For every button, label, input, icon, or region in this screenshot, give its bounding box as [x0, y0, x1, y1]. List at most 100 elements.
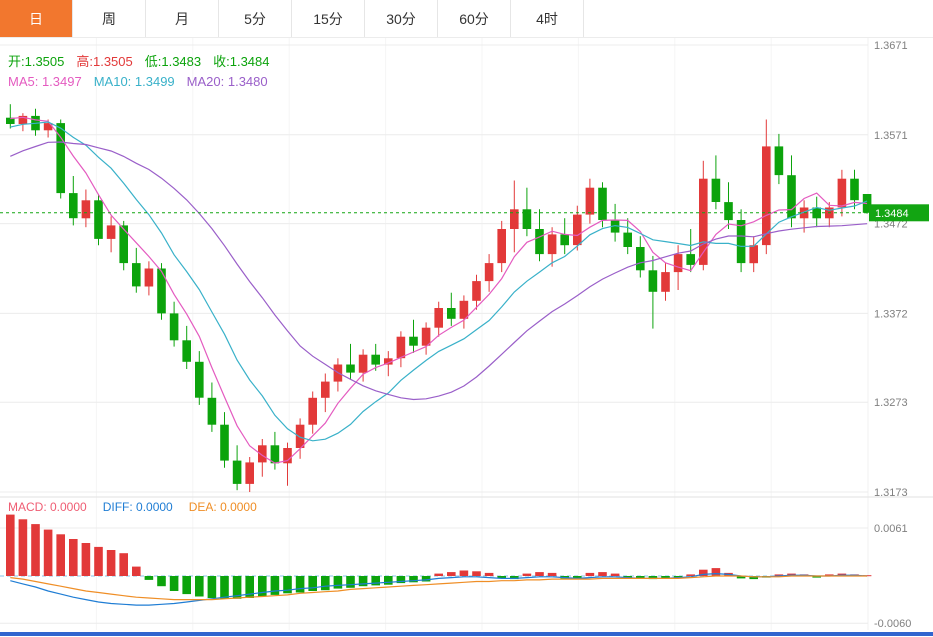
macd-bar — [699, 569, 708, 576]
candle-body — [81, 200, 91, 219]
macd-bar — [144, 576, 154, 580]
candle-body — [169, 313, 179, 341]
macd-bar — [484, 572, 494, 576]
ma5-line — [10, 116, 868, 464]
ma10-line — [10, 121, 868, 442]
candle-body — [522, 209, 532, 229]
candle-body — [308, 397, 317, 425]
candle-body — [43, 123, 53, 131]
candle-body — [207, 397, 217, 425]
candle-body — [699, 178, 708, 265]
candle-body — [421, 327, 431, 346]
macd-bar — [585, 572, 595, 576]
dea-line — [10, 575, 868, 601]
macd-bar — [623, 576, 632, 578]
tab-week[interactable]: 周 — [73, 0, 146, 37]
y-axis-tick: 0.0061 — [874, 523, 908, 535]
candle-body — [69, 193, 78, 219]
candle-body — [132, 263, 141, 287]
candle-body — [409, 336, 418, 346]
macd-bar — [610, 573, 620, 576]
candle-body — [535, 229, 544, 255]
macd-bar — [686, 574, 695, 576]
candle-body — [686, 254, 695, 265]
macd-bar — [547, 572, 557, 576]
current-price-label-bg — [869, 204, 929, 222]
open-value: 开:1.3505 — [8, 54, 65, 69]
macd-bar — [182, 576, 191, 595]
macd-bar — [573, 576, 582, 580]
candle-body — [749, 245, 758, 264]
dea-value: DEA: 0.0000 — [188, 500, 257, 514]
macd-bar — [472, 571, 481, 576]
candle-body — [598, 187, 607, 220]
macd-bar — [510, 576, 519, 580]
macd-bar — [661, 576, 670, 579]
close-value: 收:1.3484 — [213, 54, 270, 69]
macd-bar — [371, 576, 380, 586]
y-axis-tick: 1.3671 — [874, 40, 908, 52]
macd-bar — [232, 576, 242, 599]
tab-15min[interactable]: 15分 — [292, 0, 365, 37]
macd-bar — [270, 576, 280, 595]
tab-5min[interactable]: 5分 — [219, 0, 292, 37]
macd-bar — [333, 576, 343, 589]
candle-body — [56, 123, 65, 194]
chart-canvas[interactable]: 1.3671 1.3571 1.3472 1.3372 1.3273 1.3173 0.00… — [0, 38, 933, 637]
macd-bar — [636, 576, 645, 579]
macd-bar — [119, 553, 128, 576]
candle-body — [648, 270, 658, 292]
candle-body — [585, 187, 595, 215]
macd-bar — [94, 546, 103, 576]
candle-body — [724, 202, 733, 221]
y-axis-tick: 1.3571 — [874, 130, 908, 142]
macd-bar — [535, 572, 544, 576]
candle-body — [472, 281, 481, 301]
macd-bar — [497, 576, 506, 579]
macd-bar — [6, 514, 15, 576]
candle-body — [18, 115, 28, 124]
macd-value: MACD: 0.0000 — [8, 500, 87, 514]
macd-bar — [157, 576, 166, 587]
diff-value: DIFF: 0.0000 — [102, 500, 173, 514]
macd-bar — [207, 576, 217, 598]
tab-month[interactable]: 月 — [146, 0, 219, 37]
candle-body — [636, 247, 645, 271]
candle-body — [119, 225, 128, 264]
candle-body — [661, 272, 670, 292]
tab-day[interactable]: 日 — [0, 0, 73, 37]
tab-30min[interactable]: 30分 — [365, 0, 438, 37]
macd-bar — [346, 576, 355, 588]
tab-60min[interactable]: 60分 — [438, 0, 511, 37]
candle-body — [358, 354, 368, 373]
macd-bar — [812, 576, 821, 578]
candle-body — [321, 381, 330, 398]
y-axis-tick: 1.3472 — [874, 219, 908, 231]
candle-body — [434, 308, 443, 328]
macd-bar — [43, 529, 53, 576]
candle-body — [346, 364, 355, 373]
candle-body — [258, 445, 267, 463]
candle-body — [371, 354, 380, 365]
macd-bar — [421, 576, 431, 582]
macd-bar — [522, 573, 532, 576]
candle-body — [270, 445, 280, 464]
candle-body — [94, 200, 103, 239]
ma20-value: MA20: 1.3480 — [186, 74, 268, 89]
candle-body — [245, 462, 254, 484]
macd-bar — [69, 539, 78, 576]
tab-4hour[interactable]: 4时 — [511, 0, 584, 37]
macd-bar — [245, 576, 254, 598]
timeframe-tabbar: 日 周 月 5分 15分 30分 60分 4时 — [0, 0, 933, 38]
macd-bar — [195, 576, 204, 597]
candle-body — [573, 214, 582, 246]
candle-body — [6, 117, 15, 124]
y-axis-tick: 1.3372 — [874, 308, 908, 320]
candle-body — [510, 209, 519, 229]
candle-body — [673, 254, 683, 273]
macd-bar — [321, 576, 330, 591]
ma5-value: MA5: 1.3497 — [8, 74, 82, 89]
candle-body — [774, 146, 784, 176]
macd-bar — [673, 576, 683, 578]
